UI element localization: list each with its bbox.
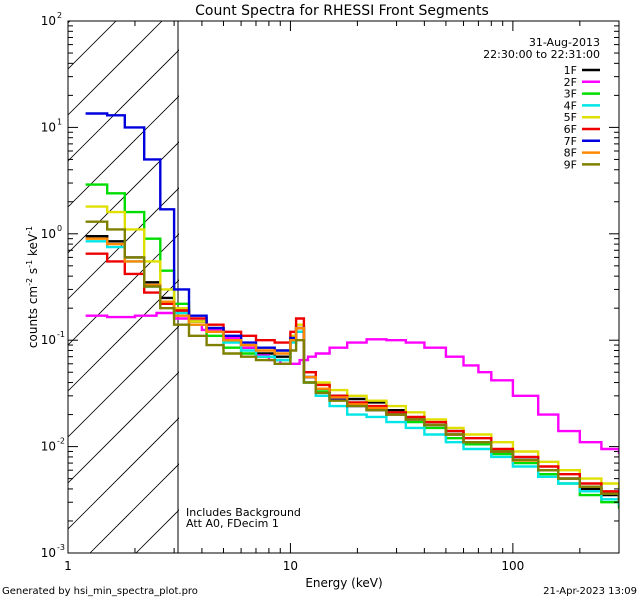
legend-label-7F: 7F	[564, 135, 577, 148]
y-axis-label: counts cm-2 s-1 keV-1	[25, 226, 40, 348]
y-tick-label: 10	[41, 333, 56, 347]
hatch-line	[68, 49, 179, 162]
hatch-line	[68, 279, 179, 392]
y-tick-label: 10	[41, 440, 56, 454]
legend-label-8F: 8F	[564, 147, 577, 160]
x-tick-labels: 1 10 100	[64, 559, 524, 573]
hatch-line	[68, 233, 179, 346]
y-tick-label: 10	[41, 546, 56, 560]
annotation-time-range: 22:30:00 to 22:31:00	[483, 48, 600, 61]
hatch-line	[68, 417, 179, 530]
legend-label-9F: 9F	[564, 158, 577, 171]
y-tick-exponent: 1	[57, 117, 62, 126]
legend-label-3F: 3F	[564, 88, 577, 101]
x-tick-label: 10	[283, 559, 298, 573]
series-line-9F	[85, 220, 619, 503]
y-tick-exponent: -3	[57, 543, 65, 552]
hatch-line	[68, 95, 179, 208]
y-tick-label: 10	[41, 227, 56, 241]
series-layer	[85, 112, 619, 509]
axis-ticks	[67, 20, 620, 554]
hatch-line	[68, 371, 179, 484]
legend-label-4F: 4F	[564, 99, 577, 112]
x-tick-label: 100	[501, 559, 524, 573]
legend-label-5F: 5F	[564, 111, 577, 124]
chart-title: Count Spectra for RHESSI Front Segments	[195, 3, 489, 19]
y-tick-exponent: 0	[57, 224, 62, 233]
series-line-2F	[85, 311, 619, 455]
x-tick-label: 1	[64, 559, 72, 573]
y-tick-exponent: -2	[57, 437, 65, 446]
legend-label-1F: 1F	[564, 64, 577, 77]
hatch-line	[89, 463, 179, 553]
annotation-date: 31-Aug-2013	[529, 36, 600, 49]
footer-generator: Generated by hsi_min_spectra_plot.pro	[2, 586, 198, 597]
y-tick-label: 10	[41, 120, 56, 134]
x-axis-label: Energy (keV)	[305, 576, 382, 590]
footer-timestamp: 21-Apr-2023 13:09	[543, 586, 637, 597]
annotation-background: Includes Background	[186, 506, 301, 519]
y-tick-exponent: 2	[57, 11, 62, 20]
legend-label-6F: 6F	[564, 123, 577, 136]
series-line-5F	[85, 205, 619, 489]
hatch-line	[68, 325, 179, 438]
hatch-line	[68, 187, 179, 300]
hatch-line	[68, 141, 179, 254]
hatched-region	[68, 21, 179, 553]
plot-frame	[67, 20, 620, 554]
y-tick-label: 10	[41, 14, 56, 28]
hatch-line	[135, 509, 179, 553]
legend-label-2F: 2F	[564, 76, 577, 89]
annotation-attenuator: Att A0, FDecim 1	[186, 517, 279, 530]
y-tick-exponent: -1	[57, 330, 65, 339]
